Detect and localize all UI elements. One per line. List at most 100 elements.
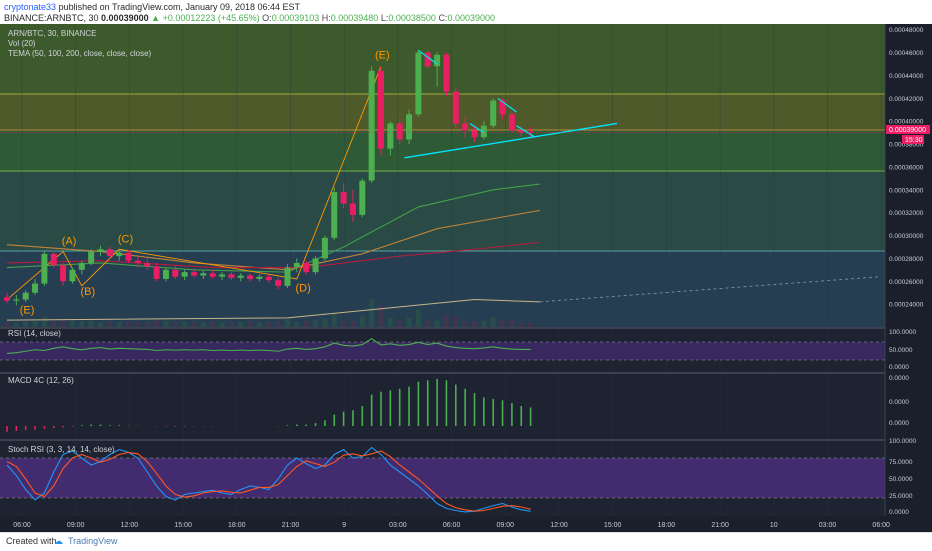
pane-separator[interactable] — [0, 372, 932, 374]
candle-body — [462, 123, 469, 131]
volume-bars — [4, 299, 534, 327]
published-header: cryptonate33 published on TradingView.co… — [0, 0, 932, 24]
time-tick-label: 09:00 — [67, 522, 85, 529]
rsi-band — [0, 342, 885, 360]
price-tick-label: 0.00030000 — [889, 233, 924, 240]
price-tick-label: 0.00042000 — [889, 96, 924, 103]
legend-tema: TEMA (50, 100, 200, close, close, close) — [8, 49, 152, 58]
publish-info: published on TradingView.com, January 09… — [58, 2, 301, 12]
wave-labels: (E) (A) (B) (C) (D) (E) — [20, 49, 390, 316]
volume-bar — [387, 317, 393, 327]
created-with-label: Created with — [6, 536, 57, 546]
price-zone-bands — [0, 24, 885, 327]
time-tick-label: 03:00 — [389, 522, 407, 529]
last-price-badge-text: 0.00039000 — [889, 127, 926, 134]
open-label: O: — [262, 13, 272, 23]
pane-tick-label: 0.0000 — [889, 509, 909, 516]
wave-label: (A) — [62, 236, 77, 248]
volume-bar — [219, 322, 225, 327]
author-link[interactable]: cryptonate33 — [4, 2, 57, 12]
candle-body — [200, 273, 207, 276]
candle-body — [106, 249, 113, 257]
time-axis[interactable] — [0, 516, 932, 532]
pane-tick-label: 0.0000 — [889, 420, 909, 427]
candle-body — [396, 123, 403, 140]
volume-bar — [23, 321, 29, 327]
price-tick-label: 0.00034000 — [889, 187, 924, 194]
candle-body — [32, 283, 39, 293]
pane-tick-label: 50.0000 — [889, 347, 913, 354]
volume-bar — [294, 322, 300, 327]
price-axis[interactable] — [885, 24, 932, 532]
volume-bar — [434, 320, 440, 327]
candle-body — [508, 114, 515, 131]
candle-body — [4, 297, 10, 301]
price-tick-label: 0.00044000 — [889, 73, 924, 80]
rsi-label: RSI (14, close) — [8, 329, 61, 338]
pane-tick-label: 0.0000 — [889, 375, 909, 382]
volume-bar — [69, 320, 75, 327]
candle-body — [172, 269, 179, 277]
time-tick-label: 15:00 — [604, 522, 622, 529]
chart-area[interactable]: (E) (A) (B) (C) (D) (E) ARN/BTC, 30, BINANCE … — [0, 24, 932, 532]
candle-body — [88, 251, 95, 263]
volume-bar — [472, 321, 477, 327]
price-axis-labels: 0.00048000 0.00046000 0.00044000 0.00042000… — [889, 27, 924, 308]
pane-tick-label: 50.0000 — [889, 476, 913, 483]
trend-lines — [0, 49, 885, 159]
stoch-label: Stoch RSI (3, 3, 14, 14, close) — [8, 445, 115, 454]
candle-body — [387, 123, 394, 149]
volume-bar — [378, 306, 384, 327]
volume-bar — [88, 320, 94, 327]
macd-histogram — [6, 378, 532, 432]
volume-bar — [41, 316, 47, 327]
wave-label: (C) — [118, 233, 133, 245]
time-tick-label: 03:00 — [819, 522, 837, 529]
volume-bar — [144, 322, 150, 327]
flag-line — [497, 97, 517, 113]
candle-body — [340, 192, 347, 204]
candle-body — [116, 252, 123, 257]
time-tick-label: 21:00 — [711, 522, 729, 529]
volume-bar — [4, 322, 10, 327]
volume-bar — [369, 299, 375, 327]
volume-bar — [266, 322, 272, 327]
volume-bar — [210, 322, 216, 327]
volume-bar — [200, 322, 206, 327]
candle-body — [406, 114, 413, 140]
volume-bar — [79, 321, 85, 327]
countdown-badge — [902, 135, 924, 144]
high-value: 0.00039480 — [330, 13, 379, 23]
candlesticks — [4, 50, 534, 306]
volume-bar — [275, 321, 281, 327]
chart-canvas[interactable]: (E)(A)(B)(C)(D)(E) ARN/BTC, 30, BINANCE … — [0, 24, 932, 532]
pane-tick-label: 0.0000 — [889, 399, 909, 406]
candle-body — [247, 275, 254, 279]
volume-bar — [425, 320, 431, 327]
candle-body — [60, 265, 67, 282]
time-tick-label: 18:00 — [658, 522, 676, 529]
volume-bar — [238, 322, 244, 327]
volume-bar — [528, 322, 534, 327]
price-tick-label: 0.00048000 — [889, 27, 924, 34]
macd-label: MACD 4C (12, 26) — [8, 376, 74, 385]
volume-bar — [518, 322, 524, 327]
candle-body — [219, 274, 226, 277]
candle-body — [349, 203, 356, 215]
volume-bar — [135, 322, 141, 327]
candle-body — [378, 70, 384, 149]
volume-bar — [13, 322, 19, 327]
volume-bar — [500, 320, 506, 327]
pane-separator[interactable] — [0, 327, 932, 329]
last-price-badge — [886, 125, 930, 134]
volume-bar — [350, 320, 356, 327]
volume-bar — [98, 322, 103, 327]
volume-bar — [406, 317, 412, 327]
low-label: L: — [380, 13, 389, 23]
footer: Created with ☁ TradingView — [0, 532, 932, 551]
pane-separator[interactable] — [0, 439, 932, 441]
candle-body — [153, 266, 160, 279]
volume-bar — [51, 320, 57, 327]
candle-body — [256, 276, 263, 279]
brand-link[interactable]: TradingView — [68, 536, 118, 546]
